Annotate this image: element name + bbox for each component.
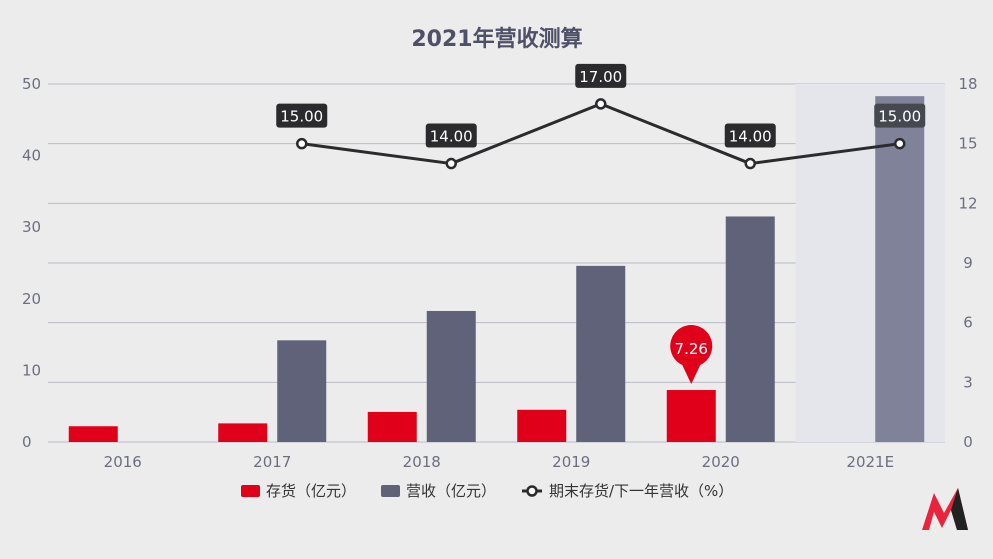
line-series bbox=[296, 98, 906, 170]
x-tick-label: 2020 bbox=[702, 453, 740, 471]
bar-inventory bbox=[666, 390, 716, 442]
x-tick-label: 2018 bbox=[403, 453, 441, 471]
line-label: 15.00 bbox=[280, 108, 323, 126]
y-left-tick-label: 0 bbox=[22, 433, 32, 451]
highlight-label: 7.26 bbox=[675, 340, 708, 358]
bar-inventory bbox=[68, 426, 118, 442]
bar-revenue bbox=[277, 340, 327, 442]
bar-revenue bbox=[875, 96, 925, 442]
chart-title: 2021年营收测算 bbox=[411, 26, 582, 52]
line-point bbox=[445, 157, 457, 170]
bars bbox=[68, 96, 925, 442]
bar-inventory bbox=[517, 409, 567, 442]
legend-swatch-inventory bbox=[241, 485, 260, 497]
grid bbox=[48, 83, 945, 443]
line-label-box bbox=[575, 63, 627, 88]
y-left-tick-label: 10 bbox=[22, 361, 41, 379]
y-left-tick-label: 50 bbox=[22, 75, 41, 93]
bar-inventory bbox=[218, 423, 268, 442]
bar-revenue bbox=[426, 310, 476, 442]
line-label: 17.00 bbox=[579, 68, 622, 86]
legend-label-revenue: 营收（亿元） bbox=[406, 482, 496, 500]
line-label-box bbox=[276, 103, 328, 128]
line-label-box bbox=[724, 123, 776, 148]
legend-swatch-revenue bbox=[381, 485, 400, 497]
y-right-tick-label: 3 bbox=[963, 373, 973, 391]
legend-label-ratio: 期末存货/下一年营收（%） bbox=[549, 482, 733, 500]
line-label-box bbox=[874, 103, 926, 128]
highlight-pin bbox=[670, 325, 713, 385]
bar-revenue bbox=[725, 216, 775, 442]
bar-inventory bbox=[367, 411, 417, 442]
bar-revenue bbox=[576, 265, 626, 442]
y-right-tick-label: 9 bbox=[963, 254, 973, 272]
y-left-tick-label: 30 bbox=[22, 218, 41, 236]
y-right-tick-label: 12 bbox=[958, 194, 977, 212]
y-right-tick-label: 0 bbox=[963, 433, 973, 451]
line-point bbox=[894, 137, 906, 150]
x-tick-label: 2017 bbox=[253, 453, 291, 471]
data-labels: 7.26 15.00 14.00 17.00 14.00 15.00 bbox=[276, 63, 926, 385]
line-label: 15.00 bbox=[878, 108, 921, 126]
line-point bbox=[744, 157, 756, 170]
legend: 存货（亿元） 营收（亿元） 期末存货/下一年营收（%） bbox=[241, 482, 733, 500]
y-right-tick-label: 6 bbox=[963, 314, 973, 332]
line-label: 14.00 bbox=[729, 128, 772, 146]
y-left-tick-label: 20 bbox=[22, 290, 41, 308]
line-point bbox=[296, 137, 308, 150]
x-tick-label: 2021E bbox=[846, 453, 894, 471]
axes: 0 10 20 30 40 50 0 3 6 9 12 15 18 2016 2017 2018 2019 202… bbox=[22, 75, 978, 471]
line-label-box bbox=[425, 123, 477, 148]
y-right-tick-label: 18 bbox=[958, 75, 977, 93]
line-point bbox=[595, 98, 607, 110]
legend-label-inventory: 存货（亿元） bbox=[266, 482, 356, 500]
x-tick-label: 2019 bbox=[552, 453, 590, 471]
y-left-tick-label: 40 bbox=[22, 147, 41, 165]
line-label: 14.00 bbox=[430, 128, 473, 146]
legend-swatch-ratio-point bbox=[526, 485, 538, 497]
brand-logo bbox=[922, 488, 968, 530]
x-tick-label: 2016 bbox=[104, 453, 142, 471]
y-right-tick-label: 15 bbox=[958, 135, 977, 153]
